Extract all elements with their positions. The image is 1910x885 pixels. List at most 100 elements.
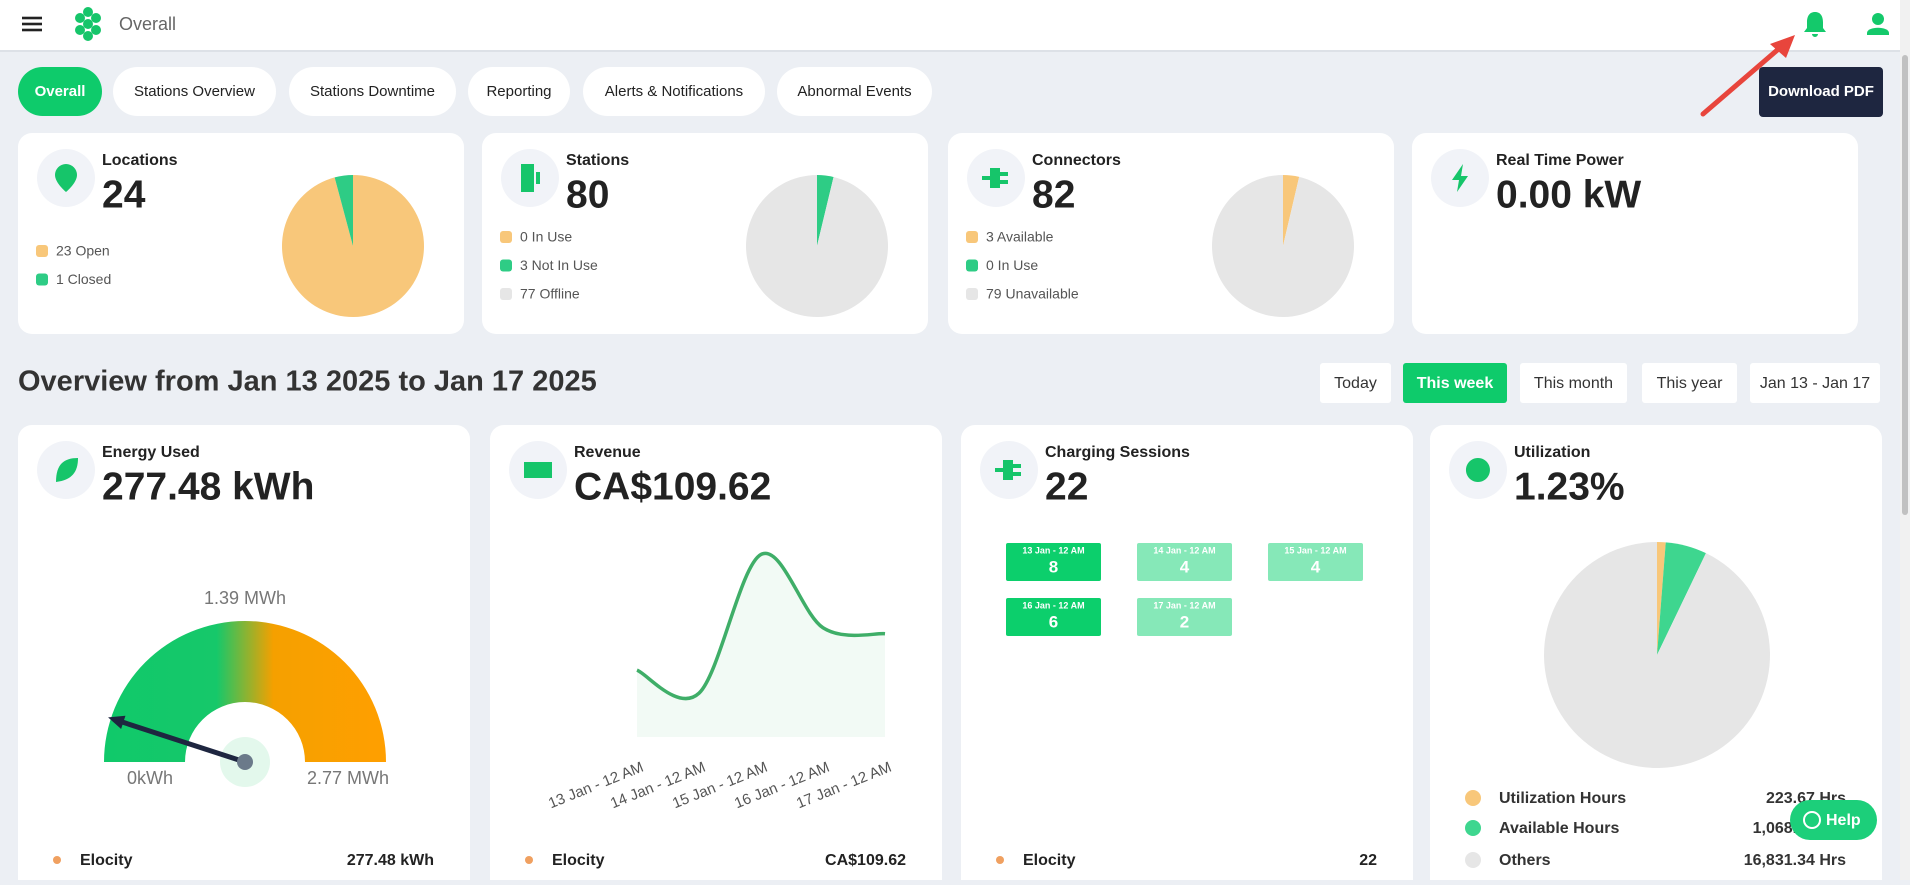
legend-value: CA$109.62	[825, 852, 906, 869]
tile-value: 6	[1049, 612, 1058, 631]
legend-dot	[1465, 820, 1481, 836]
metric-card: Charging Sessions 22 Elocity 22 13 Jan - 12 …	[961, 425, 1413, 885]
help-icon	[1803, 811, 1821, 829]
legend-name: Utilization Hours	[1499, 790, 1626, 807]
gauge-pivot	[237, 754, 253, 770]
range-label: Jan 13 - Jan 17	[1760, 375, 1870, 392]
overview-title: Overview from Jan 13 2025 to Jan 17 2025	[18, 366, 597, 398]
logo	[83, 7, 93, 17]
legend-label: 1 Closed	[56, 271, 111, 287]
tab-label: Alerts & Notifications	[605, 83, 743, 100]
pie-slice	[817, 175, 834, 246]
range-button[interactable]	[1520, 363, 1627, 403]
legend-swatch	[36, 273, 48, 286]
legend-label: 79 Unavailable	[986, 286, 1079, 302]
card	[1412, 133, 1858, 334]
legend-name: Elocity	[1023, 852, 1076, 869]
legend-dot	[53, 856, 61, 864]
pie-slice	[1657, 542, 1666, 655]
card-value: 277.48 kWh	[102, 465, 314, 508]
tile	[1268, 543, 1363, 581]
user-icon[interactable]	[1872, 13, 1884, 25]
menu-icon[interactable]	[22, 22, 42, 26]
range-button[interactable]	[1642, 363, 1737, 403]
line-area	[637, 553, 885, 737]
card-icon-shape	[995, 460, 1021, 480]
card-icon	[995, 460, 1021, 480]
card-title: Charging Sessions	[1045, 444, 1190, 461]
card-title: Real Time Power	[1496, 152, 1624, 169]
tab[interactable]	[289, 67, 456, 116]
tab-label: Reporting	[486, 83, 551, 100]
range-button[interactable]	[1320, 363, 1391, 403]
summary-card: Real Time Power 0.00 kW	[1412, 133, 1858, 334]
tile	[1137, 598, 1232, 636]
legend-value: 22	[1359, 852, 1377, 869]
logo	[75, 13, 85, 23]
card-icon	[521, 164, 540, 192]
logo	[91, 13, 101, 23]
top-bar	[0, 0, 1910, 50]
card-value: 80	[566, 173, 609, 216]
legend-name: Elocity	[552, 852, 605, 869]
download-button[interactable]	[1759, 67, 1883, 117]
tab[interactable]	[468, 67, 570, 116]
card-title: Stations	[566, 152, 629, 169]
legend-value: 277.48 kWh	[347, 852, 434, 869]
legend-swatch	[966, 259, 978, 272]
tile	[1006, 543, 1101, 581]
tile-label: 13 Jan - 12 AM	[1022, 545, 1084, 555]
range-label: This week	[1417, 375, 1494, 392]
legend-label: 77 Offline	[520, 286, 580, 302]
gauge-min-label: 0kWh	[127, 768, 173, 788]
range-button[interactable]	[1750, 363, 1880, 403]
legend-label: 0 In Use	[520, 229, 572, 245]
tab[interactable]	[777, 67, 932, 116]
annotation-arrow-head	[1770, 35, 1795, 58]
pie-slice	[1544, 542, 1770, 768]
range-label: This year	[1657, 375, 1723, 392]
tab-label: Stations Downtime	[310, 83, 435, 100]
user-icon[interactable]	[1867, 27, 1889, 35]
tab[interactable]	[18, 67, 102, 116]
card-icon-shape	[982, 168, 1008, 188]
menu-icon[interactable]	[22, 16, 42, 20]
tab[interactable]	[113, 67, 276, 116]
tile-label: 14 Jan - 12 AM	[1153, 545, 1215, 555]
gauge-arc	[104, 621, 386, 762]
card-icon	[55, 164, 77, 192]
download-label: Download PDF	[1768, 83, 1874, 100]
card-value: 24	[102, 173, 146, 216]
range-button[interactable]	[1403, 363, 1507, 403]
scrollbar-thumb[interactable]	[1902, 55, 1908, 515]
tab-label: Stations Overview	[134, 83, 255, 100]
legend-dot	[1465, 790, 1481, 806]
gauge-max-label: 2.77 MWh	[307, 768, 389, 788]
tab[interactable]	[583, 67, 765, 116]
card-icon	[524, 462, 552, 478]
card-icon-shape	[524, 462, 552, 478]
card-title: Locations	[102, 152, 178, 169]
help-button[interactable]	[1790, 800, 1877, 840]
range-label: Today	[1334, 375, 1377, 392]
tile-label: 17 Jan - 12 AM	[1153, 600, 1215, 610]
gauge-mid-label: 1.39 MWh	[204, 588, 286, 608]
help-label: Help	[1826, 812, 1861, 829]
tile-value: 4	[1311, 557, 1321, 576]
pie-slice	[745, 175, 888, 317]
card-value: 22	[1045, 465, 1088, 508]
legend-dot	[525, 856, 533, 864]
gauge-needle	[113, 716, 246, 765]
top-bar-shadow	[0, 50, 1910, 52]
bell-icon[interactable]	[1804, 12, 1826, 37]
legend-label: 0 In Use	[986, 257, 1038, 273]
legend-label: 3 Available	[986, 229, 1054, 245]
line	[636, 551, 886, 701]
logo	[75, 25, 85, 35]
pie-slice	[1212, 175, 1354, 317]
legend-swatch	[500, 288, 512, 300]
menu-icon[interactable]	[22, 28, 42, 32]
legend-dot	[1465, 852, 1481, 868]
